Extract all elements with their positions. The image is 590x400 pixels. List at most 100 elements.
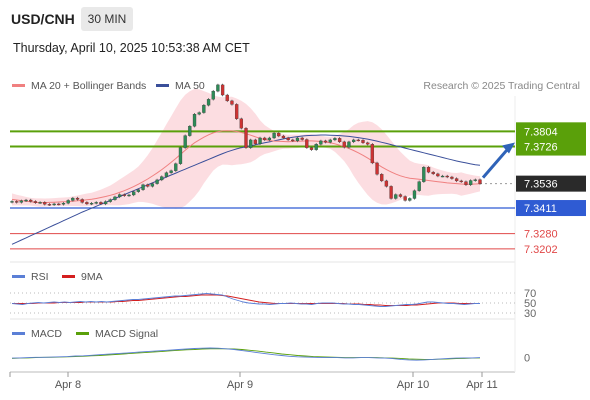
candle-body xyxy=(52,203,56,206)
rsi-line xyxy=(11,293,480,307)
candle-body xyxy=(436,173,440,177)
candle-body xyxy=(19,200,24,203)
rsi-tick-label: 50 xyxy=(524,298,536,310)
candle-body xyxy=(450,176,454,179)
candle-body xyxy=(440,175,445,178)
candle-body xyxy=(309,147,314,150)
candle-body xyxy=(426,167,431,173)
candle-body xyxy=(478,179,482,184)
price-label: 7.3804 xyxy=(524,126,558,138)
candle-body xyxy=(94,202,98,204)
legend-rsi-label: RSI xyxy=(31,271,49,283)
legend-ma50: MA 50 xyxy=(156,80,205,92)
candle-body xyxy=(272,132,276,139)
candle-body xyxy=(263,137,267,141)
candle-body xyxy=(319,140,323,145)
candle-body xyxy=(291,139,295,142)
x-tick-label: Apr 11 xyxy=(466,379,498,391)
candle-body xyxy=(127,194,131,197)
candle-body xyxy=(174,163,178,171)
candle-body xyxy=(394,194,398,199)
candle-body xyxy=(197,112,201,115)
ma50-swatch xyxy=(156,83,169,87)
candle-body xyxy=(431,171,435,175)
rsi-swatch xyxy=(12,274,25,278)
currency-pair: USD/CNH xyxy=(11,11,75,27)
forecast-arrow-head xyxy=(502,142,515,154)
candle-body xyxy=(150,183,155,187)
candle-body xyxy=(328,139,332,143)
candle-body xyxy=(305,139,309,148)
candle-body xyxy=(370,144,375,164)
candle-body xyxy=(15,201,19,203)
macd-swatch xyxy=(12,331,25,335)
candle-body xyxy=(361,140,365,143)
candle-body xyxy=(211,90,215,100)
candle-body xyxy=(258,137,262,144)
timeframe-button[interactable]: 30 MIN xyxy=(81,7,133,31)
candle-body xyxy=(188,126,192,136)
candle-body xyxy=(169,170,173,173)
macd-signal-swatch xyxy=(76,331,89,335)
candle-body xyxy=(99,202,103,205)
candle-body xyxy=(136,189,141,192)
legend-macd-signal: MACD Signal xyxy=(76,328,158,340)
candle-body xyxy=(132,191,136,196)
candle-body xyxy=(295,137,300,142)
candle-body xyxy=(85,202,89,205)
candle-body xyxy=(459,180,463,183)
candle-body xyxy=(122,194,126,196)
candle-body xyxy=(183,135,187,148)
candle-body xyxy=(206,99,211,106)
macd-line xyxy=(11,347,481,361)
candle-body xyxy=(244,128,248,148)
candle-body xyxy=(300,137,304,140)
candle-body xyxy=(141,184,145,190)
candle-body xyxy=(408,198,412,201)
current-price-tag xyxy=(516,175,586,192)
candle-body xyxy=(225,94,229,102)
candle-body xyxy=(398,194,403,197)
candle-body xyxy=(445,175,449,178)
candle-body xyxy=(249,139,253,148)
candle-body xyxy=(75,197,80,200)
candle-body xyxy=(403,196,407,201)
candle-body xyxy=(384,180,389,187)
macd-tick-label: 0 xyxy=(524,353,530,365)
legend-rsi-ma-label: 9MA xyxy=(81,271,103,283)
macd-signal-line xyxy=(11,348,481,360)
candle-body xyxy=(380,174,384,182)
candle-body xyxy=(239,118,243,129)
candle-body xyxy=(234,104,239,119)
candle-body xyxy=(155,179,159,184)
candle-body xyxy=(366,142,370,145)
support-tag xyxy=(516,200,586,217)
candle-body xyxy=(375,162,379,175)
candle-body xyxy=(351,139,356,143)
candle-body xyxy=(253,139,258,144)
candle-body xyxy=(117,194,122,198)
price-label: 7.3411 xyxy=(524,203,557,215)
candle-body xyxy=(164,172,169,177)
price-label: 7.3536 xyxy=(524,179,558,191)
candle-body xyxy=(192,114,197,127)
legend-rsi-ma: 9MA xyxy=(62,271,103,283)
legend-ma20-label: MA 20 + Bollinger Bands xyxy=(31,80,147,92)
candle-body xyxy=(47,204,52,206)
rsi-tick-label: 70 xyxy=(524,288,536,300)
forecast-arrow xyxy=(481,146,511,179)
candle-body xyxy=(267,137,272,141)
candle-body xyxy=(342,141,346,148)
candle-body xyxy=(216,84,220,92)
candle-body xyxy=(337,138,342,143)
candle-body xyxy=(202,105,206,113)
candle-body xyxy=(89,203,94,205)
candle-body xyxy=(389,186,393,199)
x-tick-label: Apr 9 xyxy=(227,379,253,391)
candle-body xyxy=(103,201,108,205)
chart-header: USD/CNH 30 MIN xyxy=(0,0,590,36)
candle-body xyxy=(57,203,61,206)
ma20-swatch xyxy=(12,83,25,87)
candle-body xyxy=(230,100,234,105)
